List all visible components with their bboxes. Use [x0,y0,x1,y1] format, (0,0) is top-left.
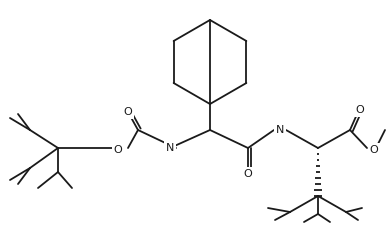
Text: N: N [276,125,284,135]
Text: O: O [114,145,123,155]
Text: N: N [166,143,174,153]
Text: O: O [370,145,378,155]
Text: O: O [356,105,364,115]
Text: O: O [244,169,252,179]
Text: O: O [124,107,132,117]
